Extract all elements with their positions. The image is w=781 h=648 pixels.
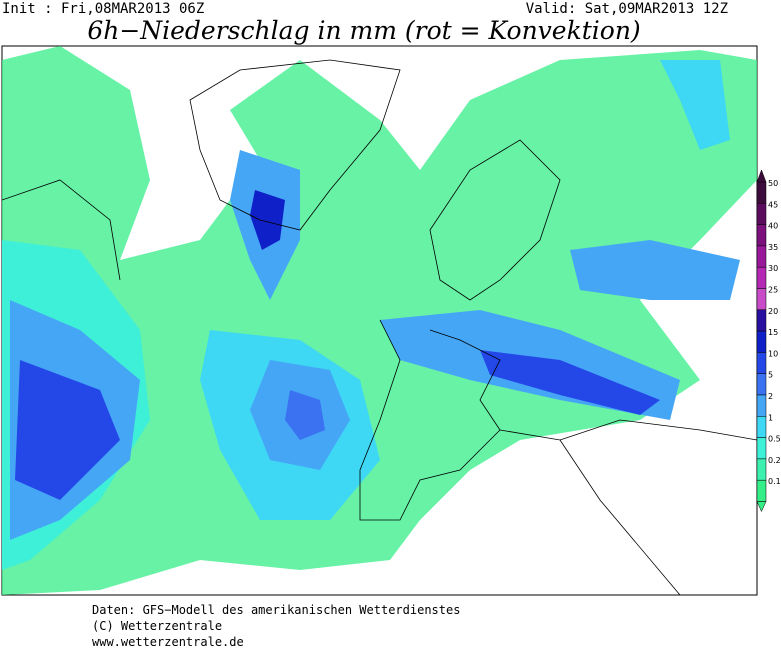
legend-swatch — [756, 245, 767, 268]
legend-swatch — [756, 309, 767, 332]
legend-swatch — [756, 181, 767, 204]
map-title: 6h−Niederschlag in mm (rot = Konvektion) — [87, 16, 640, 45]
legend-swatch — [756, 437, 767, 460]
legend: 50 45 40 35 30 25 20 15 10 5 2 1 0.5 0.2 0.1 — [756, 169, 781, 513]
legend-swatch — [756, 416, 767, 438]
legend-label: 1 — [768, 413, 773, 422]
footer-line: Daten: GFS−Modell des amerikanischen Wet… — [92, 603, 460, 617]
legend-label: 5 — [768, 371, 773, 380]
legend-arrow-bottom — [756, 501, 767, 513]
legend-swatch — [756, 330, 767, 353]
legend-swatch — [756, 373, 767, 396]
init-time: Init : Fri,08MAR2013 06Z — [2, 1, 204, 17]
coastlines — [2, 59, 757, 595]
legend-swatch — [756, 394, 767, 417]
legend-swatch — [756, 266, 767, 289]
legend-label: 10 — [768, 349, 778, 358]
legend-label: 40 — [768, 222, 778, 231]
legend-swatch — [756, 458, 767, 481]
legend-arrow-top — [756, 169, 767, 183]
footer-line: (C) Wetterzentrale — [92, 619, 222, 633]
map — [1, 45, 758, 596]
legend-label: 35 — [768, 243, 778, 252]
valid-time: Valid: Sat,09MAR2013 12Z — [526, 1, 728, 17]
legend-swatch — [756, 352, 767, 374]
precipitation-field — [2, 46, 757, 595]
legend-label: 0.2 — [768, 456, 781, 465]
legend-swatch — [756, 288, 767, 311]
legend-swatch — [756, 224, 767, 247]
legend-label: 0.1 — [768, 477, 781, 486]
legend-label: 15 — [768, 328, 778, 337]
legend-label: 50 — [768, 179, 778, 188]
legend-label: 25 — [768, 286, 778, 295]
legend-label: 45 — [768, 200, 778, 209]
footer-line: www.wetterzentrale.de — [92, 635, 244, 648]
legend-label: 0.5 — [768, 435, 781, 444]
legend-label: 2 — [768, 392, 773, 401]
legend-label: 30 — [768, 264, 778, 273]
legend-swatch — [756, 479, 767, 502]
legend-swatch — [756, 203, 767, 225]
legend-label: 20 — [768, 307, 778, 316]
